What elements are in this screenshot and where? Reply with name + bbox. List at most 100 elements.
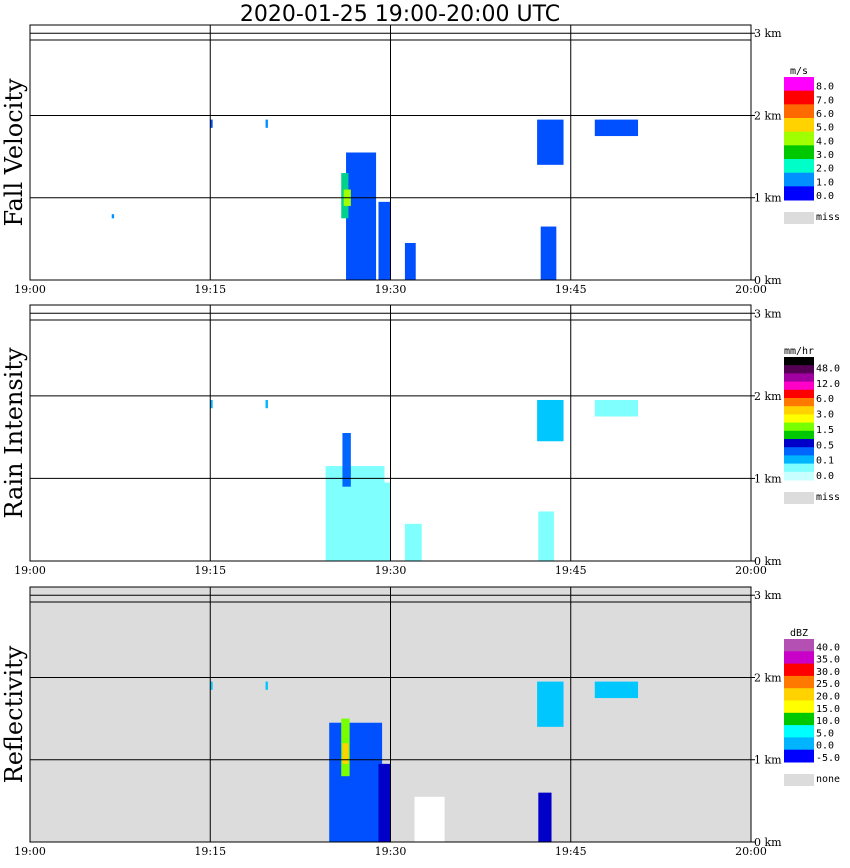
legend-swatch — [784, 373, 814, 383]
x-tick-label: 19:15 — [194, 845, 226, 858]
legend-miss-swatch — [784, 212, 814, 224]
x-tick-label: 20:00 — [735, 845, 767, 858]
legend-label: 8.0 — [816, 82, 834, 93]
x-tick-label: 19:00 — [14, 845, 46, 858]
x-tick-label: 19:00 — [14, 283, 46, 296]
x-tick-label: 20:00 — [735, 564, 767, 577]
echo-region — [540, 226, 557, 280]
legend-swatch — [784, 414, 814, 424]
legend-swatch — [784, 145, 814, 160]
legend-swatch — [784, 749, 814, 763]
legend-label: 7.0 — [816, 95, 834, 106]
legend-label: 0.1 — [816, 456, 834, 467]
echo-region — [210, 119, 213, 128]
legend-swatch — [784, 357, 814, 366]
legend-label: 3.0 — [816, 150, 834, 161]
legend-swatch — [784, 463, 814, 473]
y-tick-label: 2 km — [754, 109, 782, 122]
echo-region — [378, 201, 391, 280]
chart-title: 2020-01-25 19:00-20:00 UTC — [240, 2, 560, 27]
legend-label: 6.0 — [816, 394, 834, 405]
plot-frame — [29, 304, 752, 562]
echo-region — [404, 523, 422, 561]
legend-swatch — [784, 159, 814, 174]
plot-frame — [29, 586, 752, 843]
echo-region — [538, 792, 552, 842]
legend-swatch — [784, 455, 814, 465]
legend-swatch — [784, 406, 814, 415]
legend-swatch — [784, 90, 814, 105]
color-legend: dBZ 40.0 35.030.025.0 20.015.010.05.0 0.0-5.… — [784, 628, 840, 786]
legend-swatch — [784, 700, 814, 714]
legend-swatch — [784, 131, 814, 146]
legend-label: 1.0 — [816, 177, 834, 188]
legend-swatch — [784, 725, 814, 738]
echo-region — [329, 722, 383, 842]
legend-miss-label: miss — [816, 492, 840, 503]
y-axis-label: Rain Intensity — [0, 347, 28, 519]
echo-region — [404, 242, 416, 280]
panel-3: 19:00 19:15 19:30 19:45 20:000 km 1 km 2 km 3 k… — [0, 586, 840, 858]
y-tick-label: 2 km — [754, 390, 782, 403]
legend-label: 0.0 — [816, 741, 834, 752]
echo-region — [378, 763, 391, 842]
legend-label: 4.0 — [816, 136, 834, 147]
legend-label: 3.0 — [816, 410, 834, 421]
legend-swatch — [784, 118, 814, 133]
legend-label: 15.0 — [816, 704, 840, 715]
legend-swatch — [784, 675, 814, 689]
legend-label: 35.0 — [816, 655, 840, 666]
y-tick-label: 1 km — [754, 472, 782, 485]
legend-label: 0.5 — [816, 440, 834, 451]
legend-swatch — [784, 439, 814, 448]
legend-label: 0.0 — [816, 471, 834, 482]
legend-label: 5.0 — [816, 123, 834, 134]
legend-label: 0.0 — [816, 191, 834, 202]
y-tick-label: 3 km — [754, 27, 782, 40]
legend-unit: m/s — [790, 66, 808, 77]
echo-region — [265, 681, 268, 690]
legend-unit: dBZ — [790, 628, 808, 639]
panel-1: 19:00 19:15 19:30 19:45 20:000 km 1 km 2 km 3 k… — [0, 24, 840, 296]
y-tick-label: 2 km — [754, 671, 782, 684]
legend-label: 25.0 — [816, 679, 840, 690]
color-legend: m/s 8.0 7.0 6.0 5.0 4.0 3.0 2.0 1.0 0.0 miss — [784, 66, 840, 224]
echo-region — [379, 482, 391, 561]
legend-swatch — [784, 651, 814, 665]
echo-region — [594, 399, 639, 417]
legend-miss-swatch — [784, 492, 814, 504]
echo-region — [325, 466, 385, 561]
echo-region — [210, 399, 213, 409]
echo-region — [537, 119, 564, 165]
legend-swatch — [784, 172, 814, 187]
echo-region — [414, 796, 445, 842]
y-tick-label: 0 km — [754, 836, 782, 849]
legend-swatch — [784, 365, 814, 374]
legend-label: 40.0 — [816, 642, 840, 653]
echo-region — [538, 511, 554, 561]
y-tick-label: 3 km — [754, 589, 782, 602]
echo-region — [594, 681, 639, 699]
x-tick-label: 19:30 — [375, 564, 407, 577]
legend-label: 2.0 — [816, 164, 834, 175]
echo-region — [111, 214, 115, 219]
echo-region — [265, 119, 268, 128]
x-tick-label: 19:15 — [194, 283, 226, 296]
panel-2: 19:00 19:15 19:30 19:45 20:000 km 1 km 2 km 3 k… — [0, 304, 840, 577]
legend-label: 48.0 — [816, 363, 840, 374]
legend-miss-swatch — [784, 774, 814, 786]
echo-region — [594, 119, 639, 137]
echo-region — [342, 433, 351, 487]
legend-swatch — [784, 422, 814, 432]
legend-swatch — [784, 77, 814, 92]
echo-region — [210, 681, 213, 690]
x-tick-label: 19:45 — [555, 845, 587, 858]
legend-label: 1.5 — [816, 425, 834, 436]
legend-label: 30.0 — [816, 667, 840, 678]
x-tick-label: 19:00 — [14, 564, 46, 577]
plot-frame — [29, 24, 752, 281]
x-tick-label: 19:45 — [555, 283, 587, 296]
legend-swatch — [784, 471, 814, 481]
y-axis-label: Fall Velocity — [0, 78, 28, 227]
